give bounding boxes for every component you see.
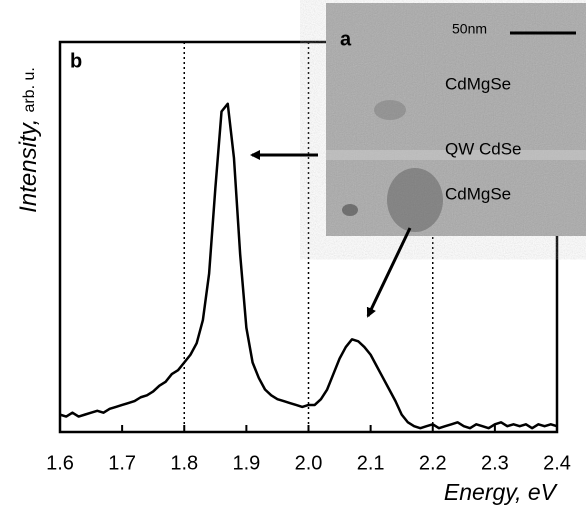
x-tick-label: 1.9 [232, 452, 260, 474]
y-label-units: arb. u. [21, 67, 38, 112]
plot-area: 1.6 1.7 1.8 1.9 2.0 2.1 2.2 2.3 2.4 [46, 40, 571, 474]
inset-blot [342, 204, 358, 216]
x-tick-label: 1.8 [170, 452, 198, 474]
x-tick-label: 2.0 [295, 452, 323, 474]
inset: a 50nm CdMgSe QW CdSe CdMgSe [326, 3, 586, 236]
inset-grain [326, 3, 586, 236]
plot-frame [58, 40, 559, 434]
layer-label: QW CdSe [445, 139, 522, 158]
y-label: Intensity, [15, 119, 42, 213]
x-tick-label: 2.1 [357, 452, 385, 474]
spectrum-line [59, 102, 558, 430]
scale-bar-label: 50nm [452, 21, 487, 37]
layer-label: CdMgSe [445, 184, 511, 203]
quantum-well-band [326, 150, 586, 160]
x-tick-label: 2.4 [543, 452, 571, 474]
inset-label: a [340, 28, 352, 50]
y-axis-label: Intensity, arb. u. [15, 67, 42, 213]
x-tick-label: 2.3 [481, 452, 509, 474]
panel-label: b [70, 50, 82, 72]
layer-label: CdMgSe [445, 74, 511, 93]
x-tick-label: 1.6 [46, 452, 74, 474]
arrow [366, 227, 412, 318]
x-axis-label: Energy, eV [444, 479, 559, 505]
x-tick-label: 1.7 [108, 452, 136, 474]
inset-blot [387, 168, 443, 232]
inset-blot [374, 100, 406, 120]
x-tick-label: 2.2 [419, 452, 447, 474]
